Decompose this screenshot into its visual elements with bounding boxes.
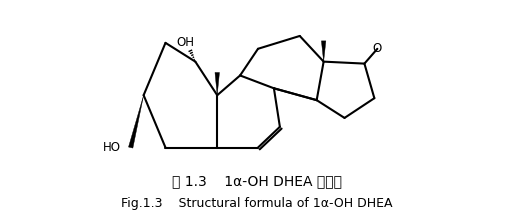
Text: 图 1.3    1α-OH DHEA 结构式: 图 1.3 1α-OH DHEA 结构式: [172, 174, 342, 188]
Polygon shape: [215, 73, 219, 95]
Text: O: O: [373, 42, 382, 55]
Text: HO: HO: [103, 141, 121, 154]
Text: OH: OH: [176, 36, 194, 49]
Polygon shape: [128, 95, 143, 148]
Polygon shape: [321, 41, 326, 62]
Text: Fig.1.3    Structural formula of 1α-OH DHEA: Fig.1.3 Structural formula of 1α-OH DHEA: [121, 197, 393, 210]
